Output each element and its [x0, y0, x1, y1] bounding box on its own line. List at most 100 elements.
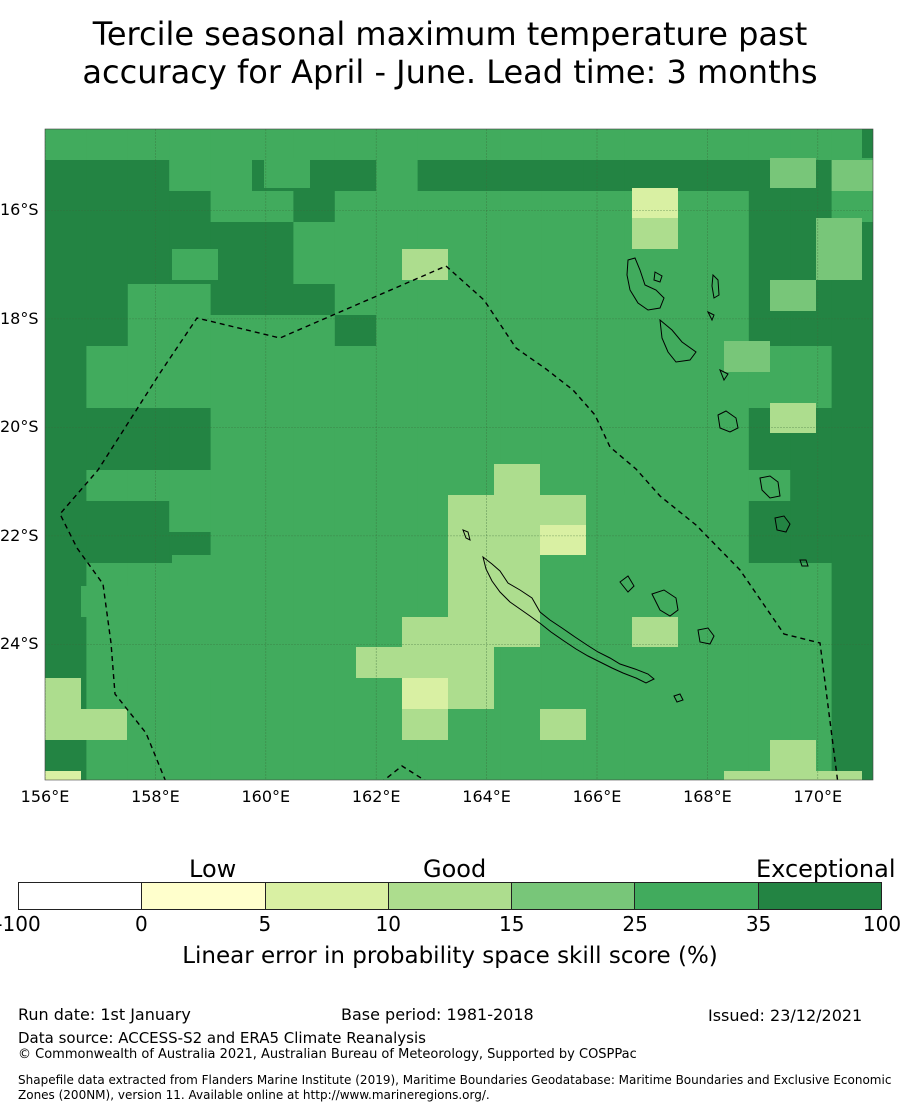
skill-cell [86, 470, 129, 502]
skill-cell [127, 377, 170, 409]
skill-cell [334, 377, 377, 409]
skill-cell [541, 284, 584, 316]
skill-cell [583, 253, 626, 285]
skill-cell [334, 563, 377, 595]
skill-cell [459, 408, 501, 440]
skill-cell [402, 617, 448, 647]
skill-cell [376, 532, 419, 564]
skill-cell [293, 439, 336, 471]
skill-cell [666, 160, 708, 192]
skill-cell [541, 253, 584, 285]
skill-cell [293, 222, 336, 254]
skill-cell [45, 222, 87, 254]
skill-cell [169, 501, 212, 533]
small-islet-2 [719, 368, 729, 382]
skill-cell [770, 280, 816, 311]
skill-cell [86, 253, 129, 285]
skill-cell [417, 222, 460, 254]
vanuatu-malekula-coast [711, 273, 720, 299]
skill-cell [376, 284, 419, 316]
skill-cell [583, 129, 626, 161]
skill-cell [127, 470, 170, 502]
skill-cell [210, 687, 253, 719]
colorbar-label: Linear error in probability space skill … [182, 943, 718, 969]
skill-cell [45, 284, 87, 316]
skill-cell [541, 408, 584, 440]
skill-cell [583, 191, 626, 223]
coastlines [462, 257, 809, 703]
skill-cell [500, 253, 543, 285]
skill-cell [707, 253, 750, 285]
skill-cell [770, 158, 816, 188]
skill-cell [624, 377, 667, 409]
skill-cell [831, 687, 873, 719]
skill-cell [831, 470, 873, 502]
skill-cell [586, 495, 678, 525]
skill-cell [666, 377, 708, 409]
skill-cell [252, 129, 294, 161]
skill-cell [86, 160, 129, 192]
colorbar-level-exceptional: Exceptional [756, 855, 896, 883]
skill-cell [86, 346, 129, 378]
skill-cell [210, 718, 253, 750]
skill-cell [707, 377, 750, 409]
skill-cell [748, 594, 791, 626]
skill-cell [448, 678, 494, 709]
skill-cell [540, 525, 586, 555]
skill-cell [45, 439, 87, 471]
skill-cell [45, 470, 87, 502]
skill-cell [459, 749, 501, 780]
x-tick-label: 168°E [683, 787, 732, 806]
skill-cell [293, 191, 336, 223]
skill-cell [86, 501, 129, 533]
colorbar-segment [635, 883, 759, 909]
skill-cell [127, 315, 170, 347]
skill-cell [666, 656, 708, 688]
colorbar-level-good: Good [423, 855, 487, 883]
skill-cell [790, 439, 833, 471]
skill-cell [707, 284, 750, 316]
skill-cell [127, 408, 170, 440]
colorbar-segment [142, 883, 266, 909]
skill-cell [790, 532, 833, 564]
skill-cell [748, 253, 791, 285]
skill-cell [707, 656, 750, 688]
skill-cell [86, 625, 129, 657]
colorbar-tick-label: 15 [498, 912, 525, 936]
skill-cell [624, 749, 667, 780]
skill-cell [81, 709, 127, 740]
skill-cell [252, 191, 294, 223]
skill-cell [748, 129, 791, 161]
colorbar-tick-label: 5 [258, 912, 272, 936]
skill-cell [790, 501, 833, 533]
skill-cell [169, 470, 212, 502]
colorbar-segment [19, 883, 143, 909]
skill-map [44, 128, 874, 781]
skill-cell [81, 586, 172, 617]
skill-cell [624, 532, 667, 564]
skill-cell [210, 191, 253, 223]
skill-cell [666, 284, 708, 316]
skill-cell [541, 594, 584, 626]
skill-cell [293, 129, 336, 161]
skill-cell [252, 687, 294, 719]
vanuatu-espiritu-coast [626, 257, 665, 311]
skill-cell [459, 346, 501, 378]
skill-cell [707, 594, 750, 626]
skill-cell [624, 563, 667, 595]
skill-cell [500, 160, 543, 192]
skill-cell [459, 439, 501, 471]
skill-cell [86, 532, 129, 564]
skill-cell [45, 771, 81, 780]
skill-cell [127, 749, 170, 780]
skill-cell [376, 408, 419, 440]
skill-cell [127, 439, 170, 471]
colorbar-tick-label: 35 [745, 912, 772, 936]
skill-cell [169, 718, 212, 750]
skill-cell [86, 284, 129, 316]
skill-cell [376, 346, 419, 378]
skill-cell [293, 749, 336, 780]
skill-cell [831, 346, 873, 378]
skill-cell [334, 718, 377, 750]
skill-cell [334, 408, 377, 440]
